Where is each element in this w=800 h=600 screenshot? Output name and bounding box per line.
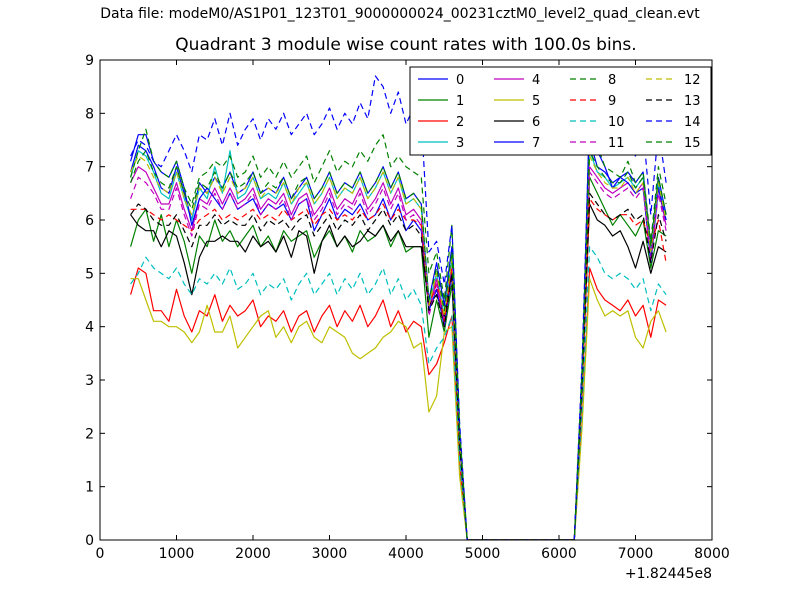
- y-tick-label: 2: [85, 426, 94, 442]
- legend-label-12: 12: [684, 73, 701, 88]
- legend-label-0: 0: [456, 73, 464, 88]
- legend-label-4: 4: [532, 73, 540, 88]
- x-tick-label: 2000: [235, 546, 271, 562]
- x-tick-label: 6000: [541, 546, 577, 562]
- legend-label-13: 13: [684, 94, 701, 109]
- y-tick-label: 6: [85, 213, 94, 229]
- legend-label-9: 9: [608, 94, 616, 109]
- chart-title: Quadrant 3 module wise count rates with …: [175, 35, 637, 55]
- x-tick-label: 1000: [159, 546, 195, 562]
- legend-label-2: 2: [456, 115, 464, 130]
- series-line-9: [130, 198, 667, 540]
- y-tick-label: 4: [85, 320, 94, 336]
- x-tick-label: 7000: [618, 546, 654, 562]
- legend-label-8: 8: [608, 73, 616, 88]
- legend-label-15: 15: [684, 136, 701, 151]
- x-tick-label: 4000: [388, 546, 424, 562]
- series-line-10: [130, 246, 667, 540]
- legend-label-5: 5: [532, 94, 540, 109]
- legend-label-7: 7: [532, 136, 540, 151]
- legend-label-11: 11: [608, 136, 625, 151]
- legend-label-1: 1: [456, 94, 464, 109]
- y-tick-label: 9: [85, 53, 94, 69]
- series-line-15: [130, 150, 667, 540]
- x-tick-label: 5000: [465, 546, 501, 562]
- legend-label-14: 14: [684, 115, 701, 130]
- y-tick-label: 7: [85, 160, 94, 176]
- x-tick-label: 8000: [694, 546, 730, 562]
- figure-suptitle: Data file: modeM0/AS1P01_123T01_90000000…: [100, 6, 700, 22]
- legend-label-3: 3: [456, 136, 464, 151]
- x-offset-label: +1.82445e8: [625, 566, 712, 582]
- y-tick-label: 0: [85, 533, 94, 549]
- legend-box: [409, 66, 712, 156]
- x-tick-label: 3000: [312, 546, 348, 562]
- x-tick-label: 0: [96, 546, 105, 562]
- series-group: [130, 75, 667, 540]
- legend-label-6: 6: [532, 115, 540, 130]
- legend-label-10: 10: [608, 115, 625, 130]
- series-line-14: [130, 75, 667, 540]
- series-line-12: [130, 155, 667, 540]
- y-tick-label: 5: [85, 266, 94, 282]
- y-tick-label: 3: [85, 373, 94, 389]
- y-tick-label: 1: [85, 480, 94, 496]
- y-tick-label: 8: [85, 106, 94, 122]
